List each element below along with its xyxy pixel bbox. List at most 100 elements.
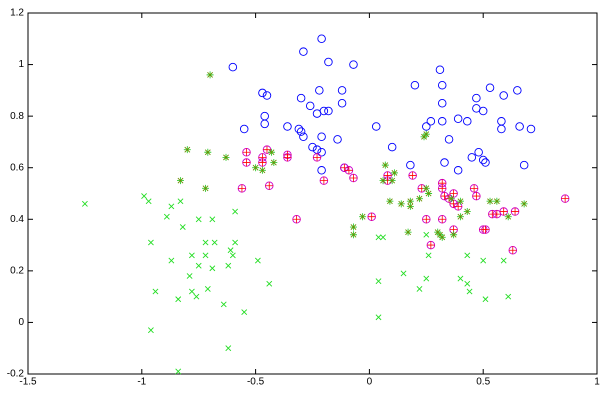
marker-x xyxy=(186,273,193,279)
point xyxy=(444,135,454,144)
point xyxy=(145,198,152,205)
point xyxy=(404,228,412,236)
point xyxy=(220,301,227,308)
marker-circle xyxy=(426,117,436,126)
point xyxy=(464,280,471,287)
y-tick-label: 1 xyxy=(18,59,24,70)
point xyxy=(415,195,423,203)
marker-plus xyxy=(408,171,417,180)
point xyxy=(262,91,272,100)
marker-circle xyxy=(478,106,488,116)
marker-x xyxy=(232,239,239,246)
marker-x xyxy=(375,234,382,241)
point xyxy=(324,57,333,67)
marker-circle xyxy=(453,166,463,175)
point xyxy=(560,194,570,203)
point xyxy=(195,262,202,269)
marker-x xyxy=(423,231,430,238)
point xyxy=(349,60,358,69)
marker-circle xyxy=(283,122,292,131)
point xyxy=(440,158,449,167)
point xyxy=(299,132,308,142)
marker-plus xyxy=(283,153,292,162)
point xyxy=(175,296,182,303)
point xyxy=(437,215,447,224)
marker-circle xyxy=(324,57,333,67)
point xyxy=(519,160,529,170)
marker-circle xyxy=(463,117,472,126)
marker-circle xyxy=(437,99,447,108)
marker-x xyxy=(179,224,186,230)
point xyxy=(426,117,436,126)
point xyxy=(466,288,473,295)
point xyxy=(375,234,382,241)
marker-x xyxy=(81,200,88,207)
point xyxy=(425,190,433,197)
marker-x xyxy=(464,208,471,215)
marker-x xyxy=(254,257,261,264)
point xyxy=(222,153,230,161)
marker-x xyxy=(268,149,275,156)
marker-x xyxy=(209,216,216,223)
marker-plus xyxy=(238,184,246,193)
marker-circle xyxy=(299,132,308,142)
marker-circle xyxy=(299,47,308,56)
marker-circle xyxy=(312,109,322,118)
marker-x xyxy=(229,252,236,259)
point xyxy=(349,231,357,239)
point xyxy=(177,198,184,205)
point xyxy=(204,285,211,292)
marker-circle xyxy=(526,124,536,134)
marker-circle xyxy=(515,122,524,131)
point xyxy=(227,247,234,254)
point xyxy=(195,216,202,223)
marker-x xyxy=(359,213,366,220)
marker-circle xyxy=(315,86,324,95)
marker-x xyxy=(227,247,234,254)
marker-plus xyxy=(340,163,349,172)
marker-circle xyxy=(497,117,506,126)
point xyxy=(422,130,430,138)
point xyxy=(486,197,494,205)
marker-x xyxy=(147,327,154,334)
marker-plus xyxy=(427,241,435,249)
marker-x xyxy=(184,146,191,153)
marker-plus xyxy=(440,192,449,200)
point xyxy=(175,368,182,375)
marker-plus xyxy=(422,215,431,224)
marker-x xyxy=(425,190,432,197)
y-tick-label: -0.2 xyxy=(7,369,25,380)
point xyxy=(81,200,88,207)
marker-circle xyxy=(324,106,333,116)
marker-x xyxy=(382,162,389,169)
point xyxy=(294,124,304,134)
marker-circle xyxy=(317,132,326,142)
point xyxy=(312,153,322,162)
marker-x xyxy=(152,288,159,295)
point xyxy=(317,34,326,44)
marker-circle xyxy=(305,101,315,111)
marker-x xyxy=(482,296,489,303)
marker-x xyxy=(195,262,202,269)
point xyxy=(333,135,342,144)
marker-x xyxy=(380,177,386,184)
plot-frame xyxy=(27,12,598,375)
marker-circle xyxy=(317,34,326,44)
marker-plus xyxy=(493,210,501,218)
marker-plus xyxy=(258,158,267,167)
point xyxy=(480,257,487,264)
point xyxy=(317,147,326,157)
marker-circle xyxy=(317,147,326,157)
marker-x xyxy=(464,252,471,259)
point xyxy=(359,213,367,221)
marker-circle xyxy=(481,158,490,167)
marker-plus xyxy=(320,176,328,185)
point xyxy=(482,296,489,303)
point xyxy=(211,239,218,246)
marker-x xyxy=(521,200,528,207)
marker-x xyxy=(204,149,211,156)
marker-x xyxy=(457,198,464,205)
point xyxy=(168,203,175,210)
point xyxy=(242,158,251,167)
marker-x xyxy=(423,275,430,282)
